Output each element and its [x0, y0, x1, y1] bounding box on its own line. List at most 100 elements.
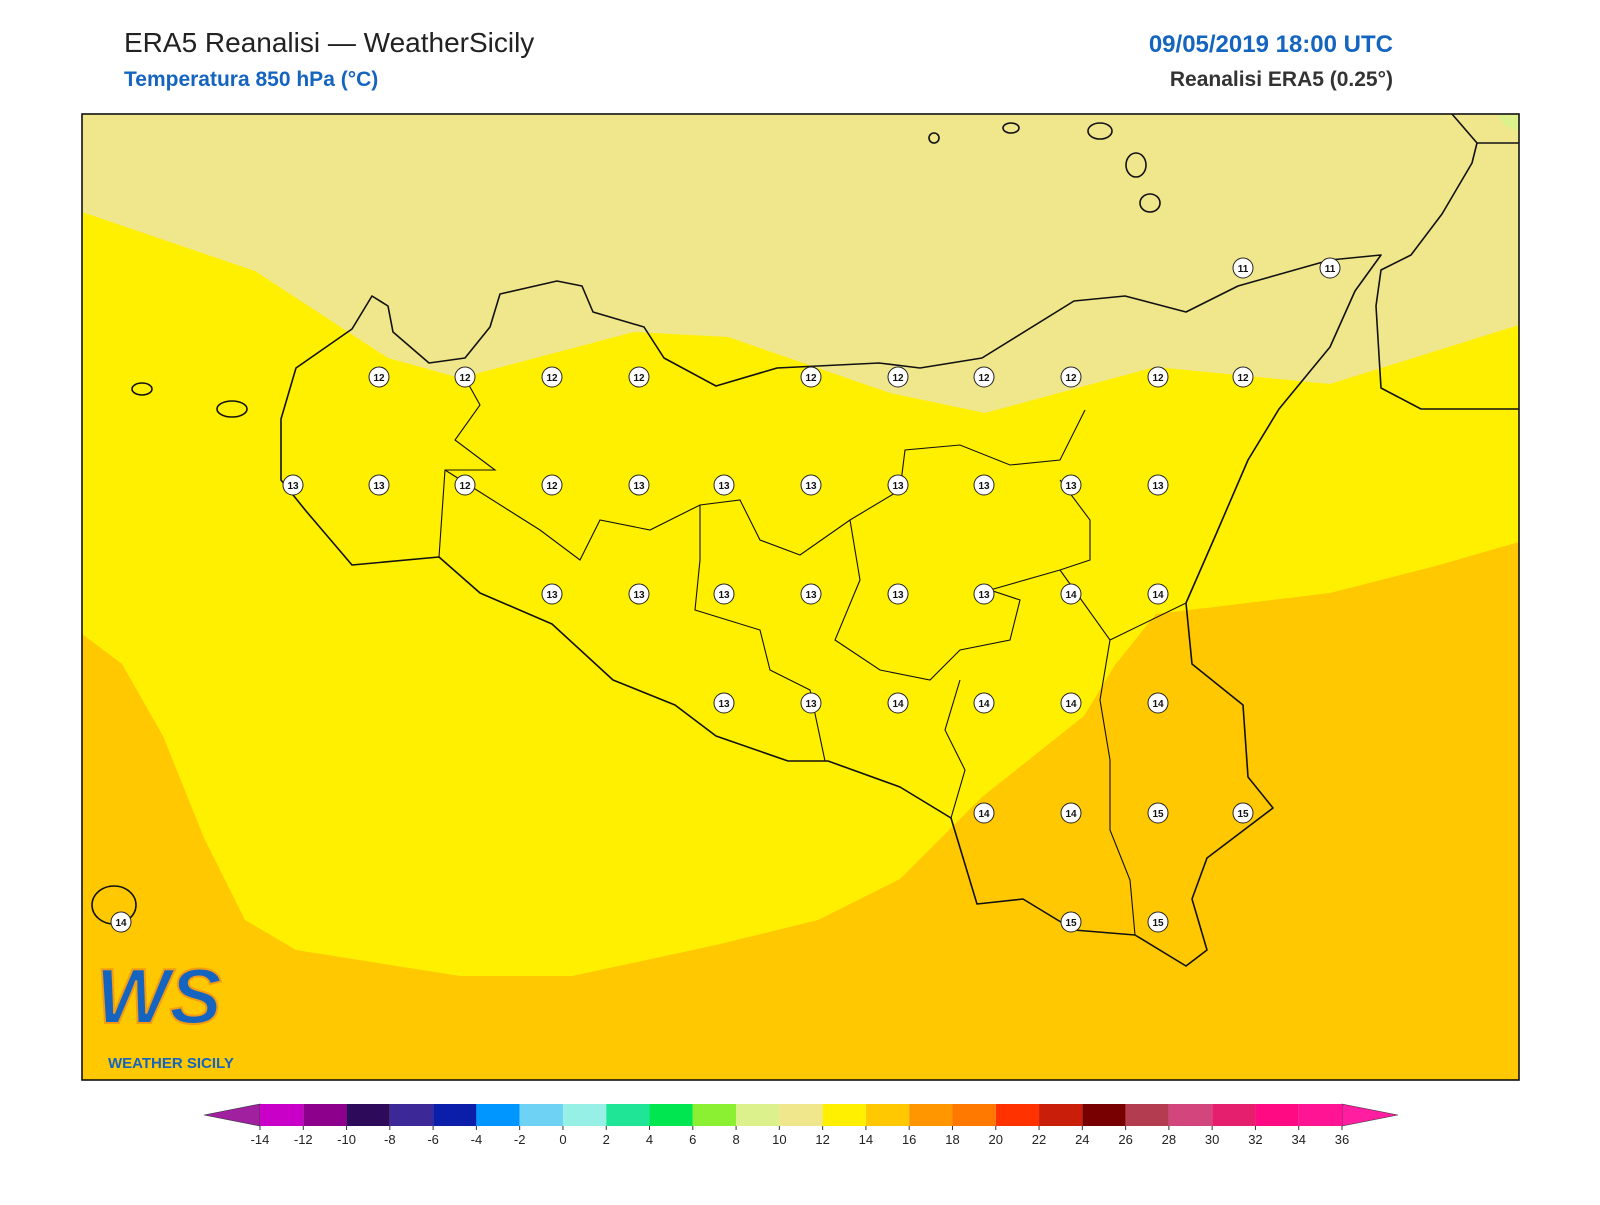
station-value: 13: [718, 590, 730, 601]
station-value: 13: [978, 590, 990, 601]
station-value: 13: [287, 481, 299, 492]
station-marker: [628, 366, 650, 388]
colorbar-tick-label: 36: [1335, 1132, 1349, 1147]
colorbar-segment: [433, 1104, 477, 1126]
colorbar-tick-label: 16: [902, 1132, 916, 1147]
colorbar-segment: [606, 1104, 650, 1126]
station-marker: [541, 474, 563, 496]
colorbar-tick-label: 28: [1162, 1132, 1176, 1147]
station-marker: [541, 366, 563, 388]
title: ERA5 Reanalisi — WeatherSicily: [124, 27, 534, 58]
colorbar-segment: [346, 1104, 390, 1126]
station-marker: [713, 692, 735, 714]
station-values: 11 11 12 12 12 12 12 12 12 12 12 12 13 13 12 12 13 13 13 13…: [110, 257, 1341, 933]
station-marker: [1147, 911, 1169, 933]
station-marker: [973, 366, 995, 388]
colorbar-tick-label: -4: [471, 1132, 483, 1147]
station-marker: [628, 474, 650, 496]
colorbar-segment: [1168, 1104, 1213, 1126]
colorbar-tick-label: 8: [732, 1132, 739, 1147]
station-marker: [973, 802, 995, 824]
station-value: 13: [1152, 481, 1164, 492]
station-value: 13: [1065, 481, 1077, 492]
station-value: 12: [1237, 373, 1249, 384]
station-value: 12: [546, 373, 558, 384]
station-marker: [887, 583, 909, 605]
station-marker: [1060, 692, 1082, 714]
station-marker: [800, 692, 822, 714]
station-marker: [1232, 257, 1254, 279]
station-marker: [800, 583, 822, 605]
colorbar-tick-label: 24: [1075, 1132, 1089, 1147]
station-value: 11: [1325, 264, 1336, 275]
colorbar-segment: [952, 1104, 996, 1126]
colorbar-segment: [1082, 1104, 1126, 1126]
station-marker: [887, 692, 909, 714]
logo: WS WEATHER SICILY: [95, 951, 234, 1072]
colorbar: -14 -12 -10 -8 -6 -4 -2 0 2 4 6 8 10 12 14 16 18 20 22 24 26…: [203, 1103, 1399, 1147]
station-marker: [1319, 257, 1341, 279]
station-marker: [973, 692, 995, 714]
station-marker: [800, 366, 822, 388]
station-value: 13: [718, 481, 730, 492]
map-frame: [81, 113, 1520, 1081]
station-value: 12: [892, 373, 904, 384]
station-value: 13: [892, 590, 904, 601]
station-marker: [887, 366, 909, 388]
station-value: 11: [1238, 264, 1249, 275]
station-value: 14: [978, 699, 990, 710]
station-value: 13: [805, 590, 817, 601]
station-value: 14: [978, 809, 990, 820]
colorbar-tick-label: 12: [815, 1132, 829, 1147]
colorbar-tick-label: -10: [337, 1132, 356, 1147]
station-value: 13: [633, 590, 645, 601]
station-value: 14: [1152, 590, 1164, 601]
station-marker: [713, 583, 735, 605]
colorbar-tick-label: 20: [989, 1132, 1003, 1147]
colorbar-tick-label: -2: [514, 1132, 526, 1147]
colorbar-tick-label: 22: [1032, 1132, 1046, 1147]
colorbar-tick-label: -12: [294, 1132, 313, 1147]
colorbar-tick-label: 34: [1291, 1132, 1305, 1147]
colorbar-tick-label: 0: [559, 1132, 566, 1147]
station-value: 13: [892, 481, 904, 492]
colorbar-segment: [303, 1104, 347, 1126]
station-marker: [800, 474, 822, 496]
colorbar-tick-label: 4: [646, 1132, 653, 1147]
colorbar-tick-label: 10: [772, 1132, 786, 1147]
colorbar-tick-label: 18: [945, 1132, 959, 1147]
station-value: 15: [1152, 918, 1164, 929]
source: Reanalisi ERA5 (0.25°): [1170, 68, 1393, 91]
station-value: 12: [373, 373, 385, 384]
station-marker: [1147, 802, 1169, 824]
station-marker: [368, 366, 390, 388]
station-marker: [368, 474, 390, 496]
station-value: 14: [892, 699, 904, 710]
station-value: 14: [115, 918, 127, 929]
colorbar-segment: [519, 1104, 563, 1126]
station-value: 13: [546, 590, 558, 601]
station-marker: [1147, 692, 1169, 714]
station-marker: [1060, 911, 1082, 933]
colorbar-segment: [1125, 1104, 1169, 1126]
colorbar-segment: [1255, 1104, 1299, 1126]
colorbar-tick-label: 14: [859, 1132, 873, 1147]
station-value: 14: [1065, 809, 1077, 820]
datetime: 09/05/2019 18:00 UTC: [1149, 31, 1393, 58]
colorbar-segment: [389, 1104, 434, 1126]
station-marker: [541, 583, 563, 605]
colorbar-segment: [995, 1104, 1040, 1126]
colorbar-tick-label: 26: [1118, 1132, 1132, 1147]
station-marker: [713, 474, 735, 496]
colorbar-segment: [692, 1104, 737, 1126]
colorbar-over: [1341, 1103, 1399, 1127]
colorbar-tick-label: 6: [689, 1132, 696, 1147]
station-value: 15: [1237, 809, 1249, 820]
station-value: 13: [633, 481, 645, 492]
station-value: 13: [805, 699, 817, 710]
station-marker: [1060, 802, 1082, 824]
station-marker: [973, 474, 995, 496]
colorbar-segment: [649, 1104, 693, 1126]
